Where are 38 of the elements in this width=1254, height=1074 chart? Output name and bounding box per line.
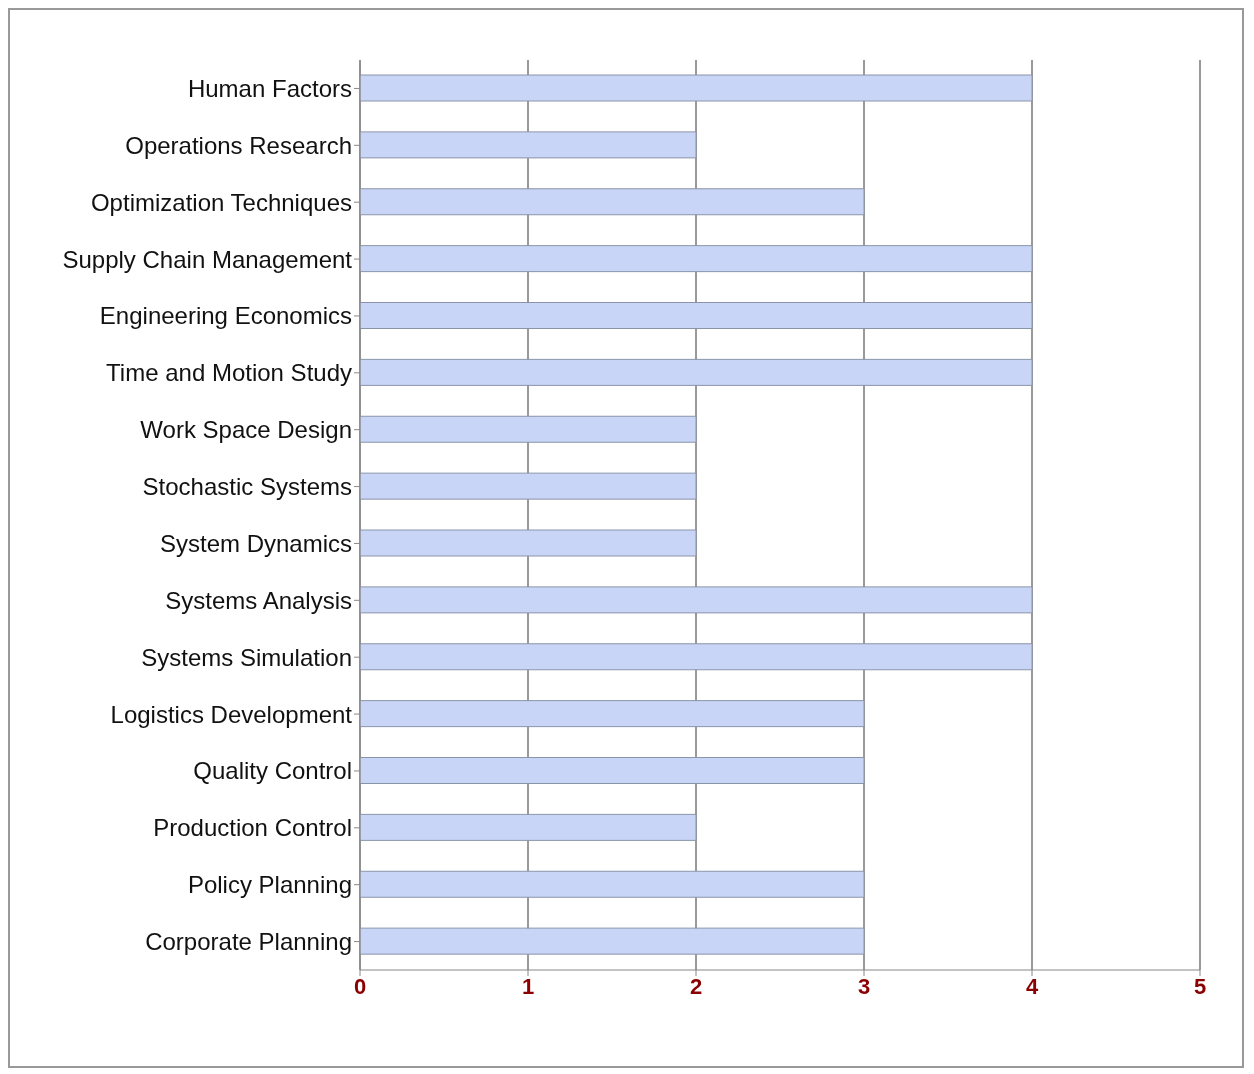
bar	[360, 131, 697, 159]
bar	[360, 927, 865, 955]
y-tick-label: System Dynamics	[159, 529, 352, 557]
y-tick-label: Production Control	[153, 814, 352, 842]
bar	[360, 870, 865, 898]
y-tick-label: Engineering Economics	[99, 302, 352, 330]
bar	[360, 188, 865, 216]
y-tick-label: Optimization Techniques	[90, 188, 352, 216]
x-tick-label: 4	[1025, 973, 1039, 999]
bar	[360, 302, 1033, 329]
x-tick-label: 1	[521, 973, 535, 999]
y-tick-label: Operations Research	[125, 131, 352, 159]
y-tick-label: Quality Control	[193, 757, 352, 785]
y-tick-label: Systems Simulation	[141, 643, 352, 671]
y-tick-label: Corporate Planning	[145, 928, 352, 956]
y-tick-label: Policy Planning	[187, 871, 352, 899]
y-tick-label: Stochastic Systems	[142, 473, 352, 501]
x-tick-label: 2	[689, 973, 703, 999]
bar	[360, 757, 865, 784]
bar	[360, 358, 1033, 386]
x-tick-label: 0	[353, 973, 367, 999]
bar	[360, 472, 697, 500]
bar	[360, 245, 1033, 273]
bar	[360, 643, 1033, 671]
y-tick-label: Work Space Design	[140, 416, 352, 444]
bar	[360, 415, 697, 443]
y-tick-label: Supply Chain Management	[62, 245, 353, 273]
bar	[360, 74, 1033, 102]
x-tick-label: 3	[857, 973, 871, 999]
bar	[360, 529, 697, 557]
x-tick-label: 5	[1193, 973, 1207, 999]
bar	[360, 700, 865, 728]
bar	[360, 586, 1033, 614]
y-tick-label: Logistics Development	[110, 700, 353, 728]
y-tick-label: Systems Analysis	[165, 586, 352, 614]
y-tick-label: Time and Motion Study	[106, 359, 352, 387]
y-tick-label: Human Factors	[187, 74, 352, 102]
bar	[360, 813, 697, 841]
